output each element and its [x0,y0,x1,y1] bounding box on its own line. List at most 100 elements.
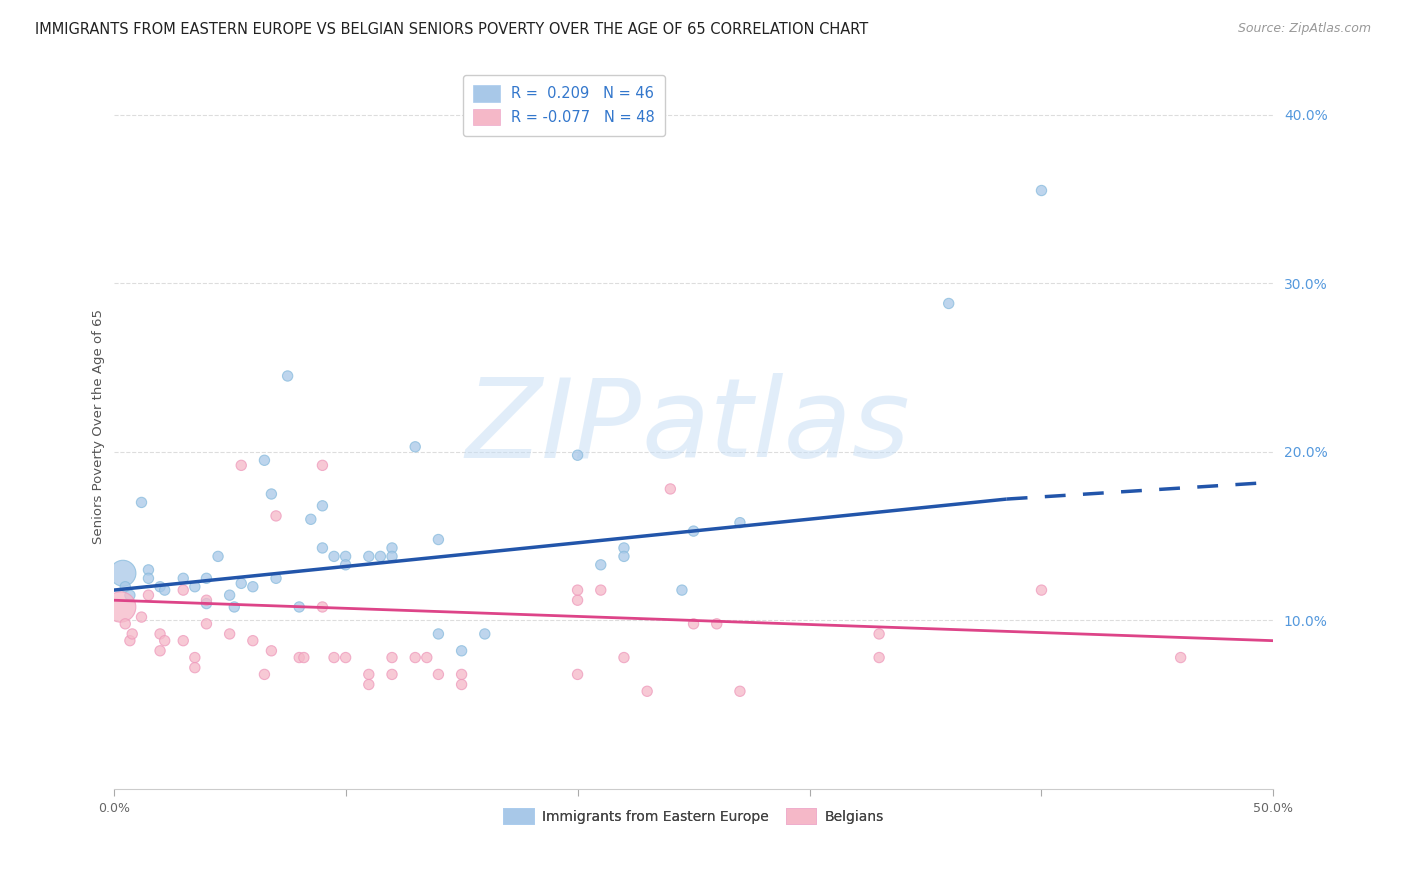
Point [404,650,426,665]
Point [118,588,141,602]
Point [153,633,176,648]
Point [450,677,472,691]
Point [311,458,333,473]
Point [1031,583,1053,598]
Point [706,616,728,631]
Point [260,644,283,658]
Point [381,667,404,681]
Text: IMMIGRANTS FROM EASTERN EUROPE VS BELGIAN SENIORS POVERTY OVER THE AGE OF 65 COR: IMMIGRANTS FROM EASTERN EUROPE VS BELGIA… [35,22,869,37]
Point [427,667,450,681]
Legend: Immigrants from Eastern Europe, Belgians: Immigrants from Eastern Europe, Belgians [498,803,890,830]
Point [567,583,589,598]
Point [264,571,287,585]
Point [1170,650,1192,665]
Text: ZIP: ZIP [465,373,641,480]
Point [567,448,589,462]
Point [195,593,218,607]
Point [868,627,890,641]
Point [149,644,172,658]
Point [613,541,636,555]
Point [728,516,751,530]
Point [567,593,589,607]
Point [138,588,160,602]
Point [253,667,276,681]
Point [381,650,404,665]
Point [242,633,264,648]
Point [381,549,404,564]
Point [195,597,218,611]
Point [728,684,751,698]
Point [370,549,392,564]
Point [149,580,172,594]
Point [231,576,253,591]
Point [335,558,357,572]
Point [224,599,246,614]
Point [264,508,287,523]
Point [404,440,426,454]
Point [589,558,612,572]
Point [288,599,311,614]
Point [218,627,240,641]
Point [172,571,194,585]
Point [311,599,333,614]
Point [299,512,322,526]
Point [242,580,264,594]
Point [450,667,472,681]
Point [184,650,207,665]
Point [335,650,357,665]
Point [671,583,693,598]
Point [381,541,404,555]
Point [138,571,160,585]
Point [131,495,153,509]
Point [288,650,311,665]
Point [138,563,160,577]
Point [323,549,346,564]
Point [938,296,960,310]
Y-axis label: Seniors Poverty Over the Age of 65: Seniors Poverty Over the Age of 65 [93,309,105,544]
Text: Source: ZipAtlas.com: Source: ZipAtlas.com [1237,22,1371,36]
Point [195,616,218,631]
Point [1031,184,1053,198]
Point [567,667,589,681]
Point [114,580,136,594]
Point [153,583,176,598]
Point [218,588,240,602]
Point [427,533,450,547]
Point [172,583,194,598]
Point [184,661,207,675]
Point [118,633,141,648]
Point [416,650,439,665]
Point [323,650,346,665]
Point [149,627,172,641]
Point [231,458,253,473]
Point [195,571,218,585]
Point [474,627,496,641]
Point [427,627,450,641]
Point [114,616,136,631]
Point [253,453,276,467]
Point [868,650,890,665]
Point [172,633,194,648]
Point [335,549,357,564]
Point [311,541,333,555]
Point [357,667,380,681]
Point [613,650,636,665]
Point [311,499,333,513]
Point [260,487,283,501]
Point [613,549,636,564]
Point [636,684,658,698]
Point [682,616,704,631]
Point [131,610,153,624]
Point [589,583,612,598]
Point [292,650,315,665]
Text: atlas: atlas [641,373,910,480]
Point [682,524,704,538]
Point [659,482,682,496]
Point [111,566,134,581]
Point [207,549,229,564]
Point [121,627,143,641]
Point [110,599,132,614]
Point [357,549,380,564]
Point [184,580,207,594]
Point [357,677,380,691]
